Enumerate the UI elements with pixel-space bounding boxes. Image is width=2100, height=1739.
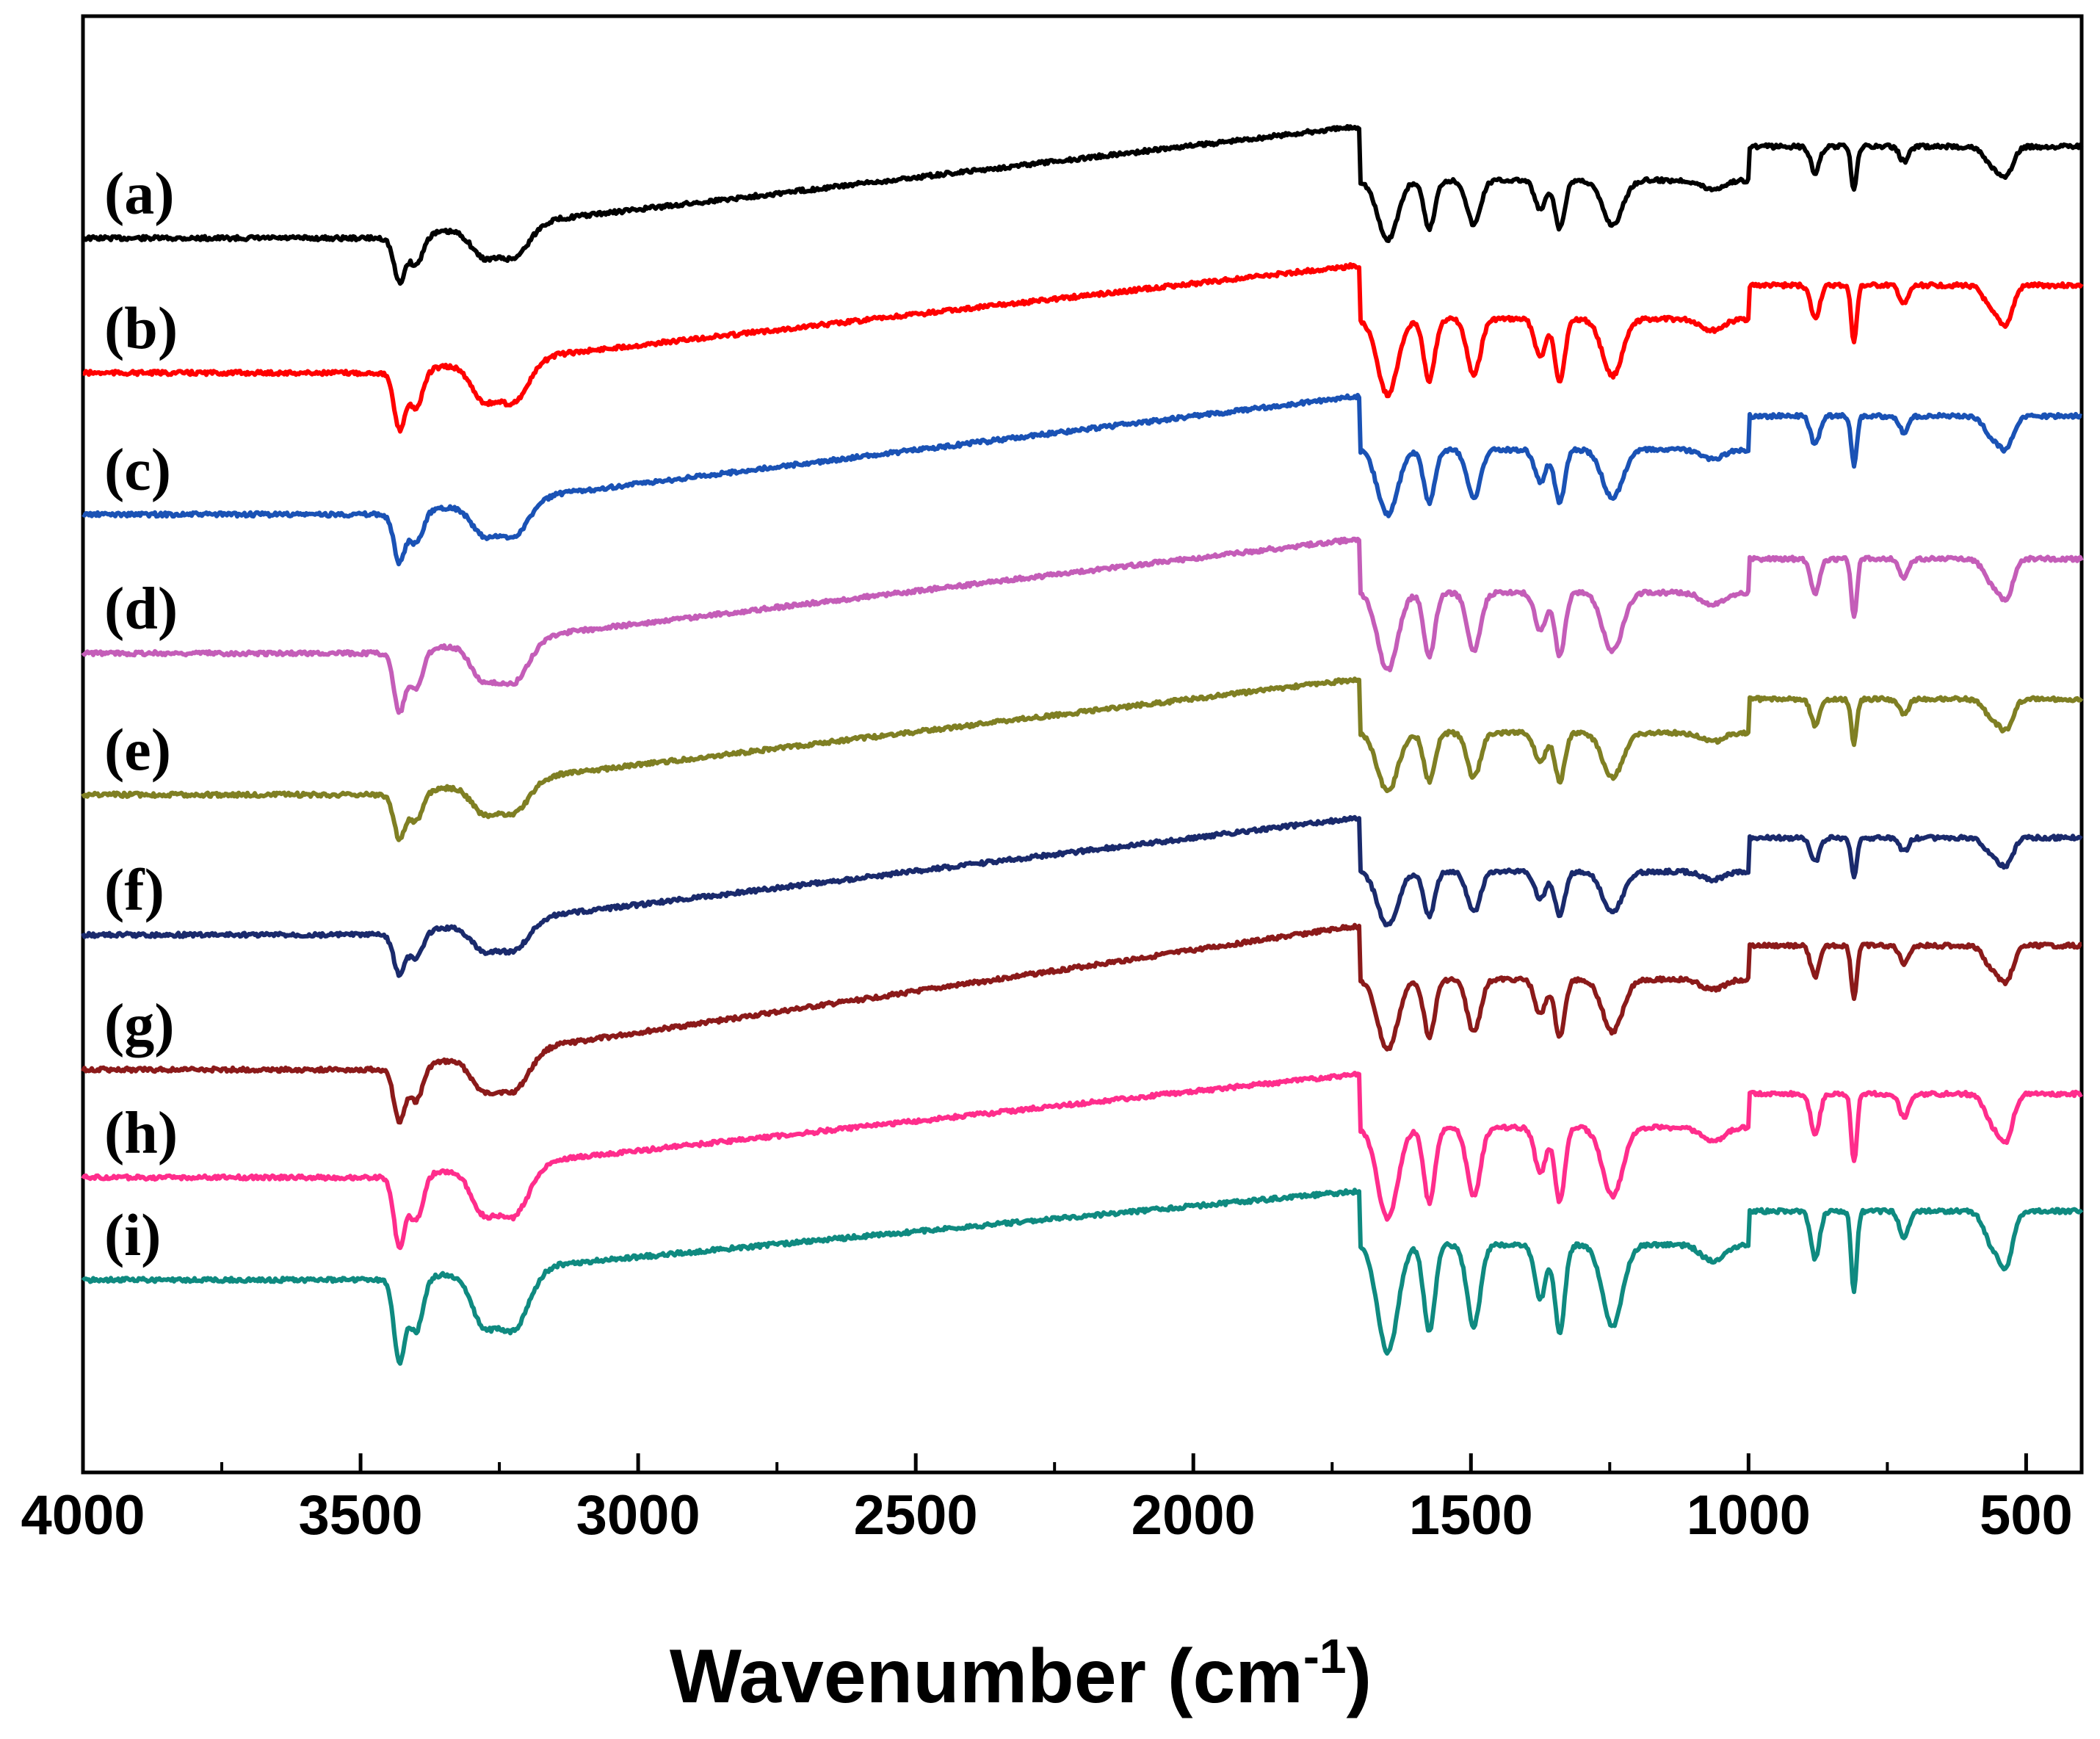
plot-frame: [81, 14, 2084, 1475]
series-label-e: (e): [104, 716, 171, 783]
series-line-i: [81, 1187, 2084, 1366]
x-tick-label: 3500: [299, 1484, 423, 1547]
series-label-c: (c): [104, 436, 171, 503]
series-label-d: (d): [104, 575, 178, 642]
x-tick-label: 2500: [854, 1484, 978, 1547]
x-tick-label: 1500: [1409, 1484, 1533, 1547]
x-tick-label: 500: [1980, 1484, 2073, 1547]
series-line-a: [82, 123, 2084, 286]
series-label-b: (b): [104, 294, 178, 361]
x-tick-label: 2000: [1132, 1484, 1256, 1547]
series-line-h: [81, 1071, 2083, 1251]
x-axis-title: Wavenumber (cm-1): [670, 1629, 1372, 1719]
series-line-f: [81, 814, 2083, 978]
series-labels: (a) (b) (c) (d) (e) (f) (g) (h) (i): [104, 159, 178, 1268]
series-label-g: (g): [104, 991, 175, 1058]
x-tick-label: 1000: [1687, 1484, 1811, 1547]
series-layer: [81, 123, 2084, 1366]
series-line-b: [82, 262, 2084, 434]
x-tick-label: 4000: [21, 1484, 145, 1547]
series-label-i: (i): [104, 1201, 161, 1268]
series-line-e: [81, 676, 2084, 842]
series-label-h: (h): [104, 1099, 178, 1165]
x-axis-ticks: 4000 3500 3000 2500 2000 1500 1000 500: [21, 1453, 2073, 1547]
series-line-c: [82, 392, 2082, 567]
series-line-d: [81, 536, 2084, 715]
series-line-g: [81, 922, 2082, 1125]
series-label-a: (a): [104, 159, 175, 226]
series-label-f: (f): [104, 856, 164, 923]
x-tick-label: 3000: [576, 1484, 700, 1547]
